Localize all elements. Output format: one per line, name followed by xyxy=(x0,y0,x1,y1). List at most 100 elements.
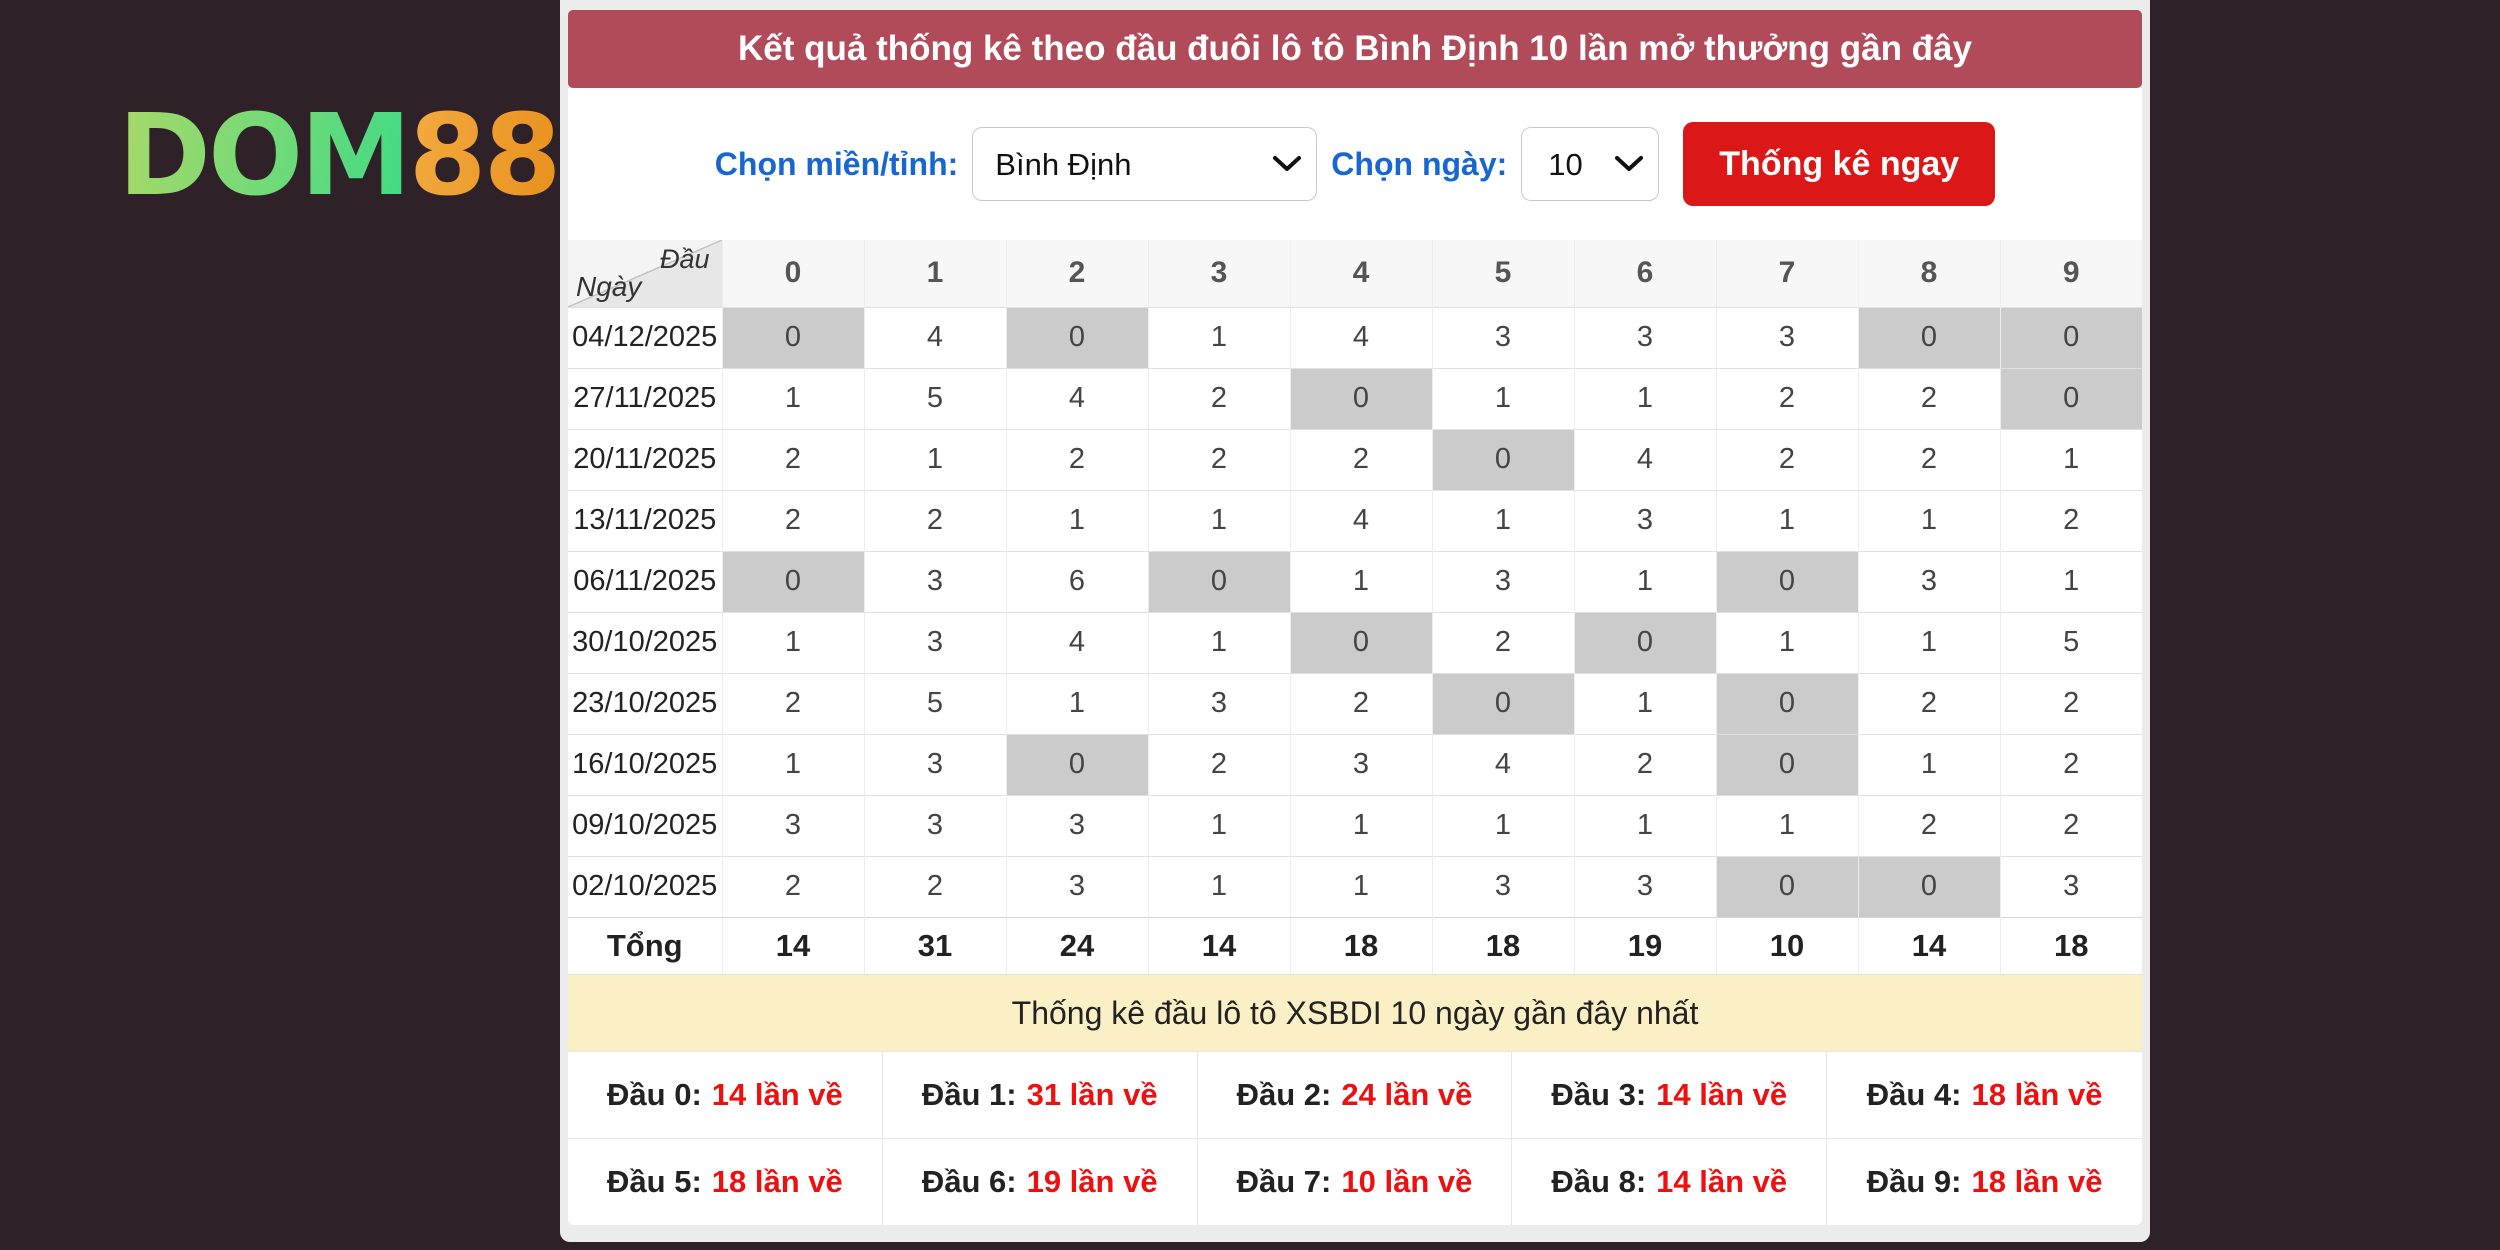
value-cell: 0 xyxy=(1573,612,1716,673)
value-cell: 1 xyxy=(1289,856,1432,917)
column-header-1: 1 xyxy=(863,240,1006,307)
head-stat-item: Đầu 7: 10 lần về xyxy=(1197,1138,1513,1225)
date-cell: 23/10/2025 xyxy=(572,687,718,719)
region-select[interactable]: Bình Định xyxy=(972,127,1318,201)
column-header-5: 5 xyxy=(1431,240,1574,307)
value-cell: 0 xyxy=(1431,673,1574,734)
head-summary-grid: Đầu 0: 14 lần về Đầu 1: 31 lần về Đầu 2: 24 l… xyxy=(568,1051,2142,1225)
value-cell: 3 xyxy=(1857,551,2000,612)
value-cell: 1 xyxy=(1715,795,1858,856)
value-cell: 3 xyxy=(863,795,1006,856)
value-cell: 2 xyxy=(1715,429,1858,490)
value-cell: 1 xyxy=(1573,795,1716,856)
value-cell: 1 xyxy=(1147,612,1290,673)
value-cell: 2 xyxy=(721,490,864,551)
total-cell: 31 xyxy=(863,917,1006,974)
value-cell: 4 xyxy=(1573,429,1716,490)
logo-link[interactable]: DOM88 xyxy=(118,96,561,216)
value-cell: 2 xyxy=(1289,429,1432,490)
value-cell: 1 xyxy=(1999,551,2142,612)
head-stat-label: Đầu 6: xyxy=(921,1164,1017,1199)
value-cell: 2 xyxy=(721,429,864,490)
head-stat-value: 24 lần về xyxy=(1341,1077,1473,1112)
table-row: 16/10/2025 1 3 0 2 3 4 2 0 1 2 xyxy=(568,734,2142,795)
corner-label-dau: Đầu xyxy=(659,244,710,274)
column-header-2: 2 xyxy=(1005,240,1148,307)
value-cell: 2 xyxy=(1857,429,2000,490)
value-cell: 0 xyxy=(721,307,864,368)
summary-banner: Thống kê đầu lô tô XSBDI 10 ngày gần đây… xyxy=(568,974,2142,1051)
total-cell: 19 xyxy=(1573,917,1716,974)
total-cell: 18 xyxy=(1999,917,2142,974)
value-cell: 2 xyxy=(1857,368,2000,429)
total-cell: 14 xyxy=(1857,917,2000,974)
value-cell: 2 xyxy=(1999,795,2142,856)
date-cell: 20/11/2025 xyxy=(573,443,717,475)
value-cell: 3 xyxy=(1431,307,1574,368)
value-cell: 2 xyxy=(1005,429,1148,490)
statistics-panel: Kết quả thống kê theo đầu đuôi lô tô Bìn… xyxy=(560,0,2150,1242)
table-row: 02/10/2025 2 2 3 1 1 3 3 0 0 3 xyxy=(568,856,2142,917)
date-cell: 06/11/2025 xyxy=(573,565,717,597)
value-cell: 0 xyxy=(1715,734,1858,795)
value-cell: 1 xyxy=(721,368,864,429)
value-cell: 1 xyxy=(1999,429,2142,490)
value-cell: 3 xyxy=(1005,795,1148,856)
column-header-9: 9 xyxy=(1999,240,2142,307)
value-cell: 3 xyxy=(1431,551,1574,612)
value-cell: 3 xyxy=(1431,856,1574,917)
value-cell: 4 xyxy=(863,307,1006,368)
head-stat-item: Đầu 8: 14 lần về xyxy=(1512,1138,1828,1225)
value-cell: 2 xyxy=(1999,734,2142,795)
head-stat-value: 14 lần về xyxy=(711,1077,843,1112)
date-cell: 27/11/2025 xyxy=(573,382,717,414)
value-cell: 1 xyxy=(1857,612,2000,673)
head-stat-value: 10 lần về xyxy=(1341,1164,1473,1199)
value-cell: 0 xyxy=(1999,307,2142,368)
head-stat-label: Đầu 1: xyxy=(921,1077,1017,1112)
value-cell: 0 xyxy=(1005,734,1148,795)
table-row: 20/11/2025 2 1 2 2 2 0 4 2 2 1 xyxy=(568,429,2142,490)
date-cell: 04/12/2025 xyxy=(572,321,718,353)
value-cell: 2 xyxy=(1147,429,1290,490)
value-cell: 0 xyxy=(1715,551,1858,612)
value-cell: 3 xyxy=(1005,856,1148,917)
value-cell: 0 xyxy=(1289,368,1432,429)
table-row: 13/11/2025 2 2 1 1 4 1 3 1 1 2 xyxy=(568,490,2142,551)
head-stat-value: 31 lần về xyxy=(1026,1077,1158,1112)
day-select[interactable]: 10 xyxy=(1521,127,1660,201)
value-cell: 0 xyxy=(1857,856,2000,917)
filter-bar: Chọn miền/tỉnh: Bình Định Chọn ngày: 10 … xyxy=(568,88,2142,240)
value-cell: 5 xyxy=(1999,612,2142,673)
total-cell: 14 xyxy=(721,917,864,974)
head-stat-value: 14 lần về xyxy=(1656,1164,1788,1199)
summary-banner-text: Thống kê đầu lô tô XSBDI 10 ngày gần đây… xyxy=(1011,994,1699,1031)
value-cell: 0 xyxy=(1999,368,2142,429)
value-cell: 1 xyxy=(1431,795,1574,856)
value-cell: 2 xyxy=(863,856,1006,917)
statistics-submit-button[interactable]: Thống kê ngay xyxy=(1683,122,1996,206)
total-cell: 18 xyxy=(1431,917,1574,974)
head-stat-label: Đầu 7: xyxy=(1236,1164,1332,1199)
value-cell: 3 xyxy=(1289,734,1432,795)
value-cell: 2 xyxy=(1857,795,2000,856)
head-stat-label: Đầu 0: xyxy=(607,1077,702,1112)
column-header-3: 3 xyxy=(1147,240,1290,307)
value-cell: 2 xyxy=(1147,734,1290,795)
value-cell: 2 xyxy=(863,490,1006,551)
table-row: 04/12/2025 0 4 0 1 4 3 3 3 0 0 xyxy=(568,307,2142,368)
value-cell: 2 xyxy=(1147,368,1290,429)
column-header-8: 8 xyxy=(1857,240,2000,307)
corner-label-ngay: Ngày xyxy=(576,270,642,302)
value-cell: 2 xyxy=(1715,368,1858,429)
value-cell: 1 xyxy=(1005,673,1148,734)
value-cell: 1 xyxy=(1573,551,1716,612)
value-cell: 3 xyxy=(721,795,864,856)
head-stat-item: Đầu 3: 14 lần về xyxy=(1512,1051,1828,1138)
value-cell: 0 xyxy=(1857,307,2000,368)
head-stat-item: Đầu 2: 24 lần về xyxy=(1197,1051,1513,1138)
date-cell: 13/11/2025 xyxy=(573,504,717,536)
table-row: 30/10/2025 1 3 4 1 0 2 0 1 1 5 xyxy=(568,612,2142,673)
value-cell: 3 xyxy=(1573,856,1716,917)
value-cell: 0 xyxy=(1715,673,1858,734)
